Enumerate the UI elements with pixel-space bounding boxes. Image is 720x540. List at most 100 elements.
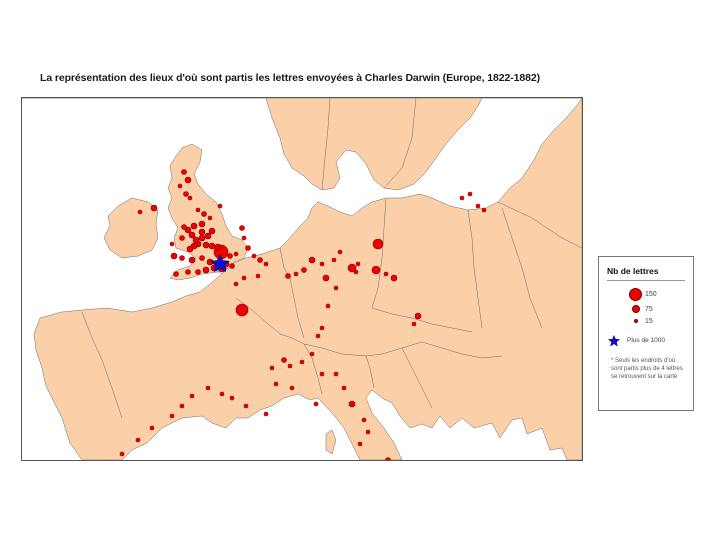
letter-origin-point	[341, 385, 347, 391]
letter-origin-point	[347, 263, 357, 273]
letter-origin-point	[353, 269, 359, 275]
letter-origin-point	[287, 363, 293, 369]
letter-origin-point	[179, 235, 185, 241]
europe-map	[22, 98, 582, 460]
letter-origin-point	[184, 226, 192, 234]
country-borders	[81, 98, 582, 419]
letter-origin-point	[281, 357, 287, 363]
land-corsica	[325, 429, 337, 455]
legend-size-medium: 75	[599, 303, 693, 317]
map-title: La représentation des lieux d'où sont pa…	[40, 72, 540, 84]
letter-origin-point	[208, 242, 216, 250]
land-ireland	[103, 197, 159, 259]
letter-origin-point	[189, 393, 195, 399]
legend: Nb de lettres 150 75 15 Plus de 1000 * S…	[598, 256, 694, 411]
letter-origin-point	[255, 273, 261, 279]
legend-star-row: Plus de 1000	[599, 335, 693, 349]
letter-origin-point	[337, 249, 343, 255]
letter-origin-point	[365, 429, 371, 435]
legend-medium-circle-icon	[632, 305, 640, 313]
land-continental-europe	[22, 98, 582, 460]
letter-origin-point	[241, 275, 247, 281]
legend-note: * Seuls les endroits d'où sont partis pl…	[611, 358, 683, 380]
letter-origin-point	[331, 257, 337, 263]
letter-origin-point	[357, 441, 363, 447]
letter-origin-point	[333, 285, 339, 291]
letter-origin-point	[177, 183, 183, 189]
letter-origin-point	[263, 411, 269, 417]
letter-origin-point	[214, 243, 222, 251]
letter-origin-point	[383, 271, 389, 277]
letter-origin-point	[309, 351, 315, 357]
letter-origin-point	[390, 274, 398, 282]
letter-origin-point	[204, 232, 212, 240]
letter-origin-point	[181, 169, 187, 175]
letter-origin-point	[192, 236, 200, 244]
letter-origin-point	[459, 195, 465, 201]
legend-large-value: 150	[645, 291, 657, 298]
letter-origin-point	[207, 215, 213, 221]
letter-origin-point	[202, 241, 210, 249]
letter-origin-point	[315, 333, 321, 339]
letter-origin-point	[319, 325, 325, 331]
letter-origin-point	[190, 222, 198, 230]
letter-origin-point	[239, 225, 245, 231]
letter-origin-point	[285, 273, 291, 279]
legend-large-circle-icon	[629, 288, 642, 301]
legend-star-icon	[608, 335, 620, 347]
letter-origin-point	[184, 176, 192, 184]
letter-origin-point	[169, 241, 175, 247]
letter-origin-point	[273, 381, 279, 387]
letter-origin-point	[481, 207, 487, 213]
letter-origin-point	[201, 211, 207, 217]
letter-origin-point	[289, 385, 295, 391]
letter-origin-point	[269, 365, 275, 371]
letter-origin-point	[119, 451, 125, 457]
letter-origin-point	[187, 195, 193, 201]
legend-size-small: 15	[599, 315, 693, 329]
letter-origin-point	[199, 255, 205, 261]
letter-origin-point	[179, 403, 185, 409]
letter-origin-point	[361, 417, 367, 423]
letter-origin-point	[173, 271, 179, 277]
letter-origin-point	[243, 403, 249, 409]
letter-origin-point	[169, 413, 175, 419]
letter-origin-point	[179, 255, 185, 261]
letter-origin-point	[233, 281, 239, 287]
letter-origin-point	[301, 267, 307, 273]
letter-origin-point	[385, 457, 391, 460]
letter-origin-point	[293, 271, 299, 277]
letter-origin-point	[325, 303, 331, 309]
letter-origin-point	[186, 245, 194, 253]
letter-origin-point	[198, 234, 206, 242]
letter-origin-point	[229, 395, 235, 401]
letter-origin-point	[205, 385, 211, 391]
letter-origin-point	[208, 227, 216, 235]
legend-title: Nb de lettres	[607, 266, 659, 276]
legend-small-circle-icon	[634, 319, 638, 323]
letter-origin-points	[119, 169, 487, 460]
letter-origin-point	[202, 266, 210, 274]
letter-origin-point	[319, 371, 325, 377]
letter-origin-point	[198, 220, 206, 228]
letter-origin-point	[227, 253, 233, 259]
letter-origin-point	[371, 265, 381, 275]
letter-origin-point	[185, 269, 191, 275]
letter-origin-point	[137, 209, 143, 215]
letter-origin-point	[241, 235, 247, 241]
letter-origin-point	[414, 312, 422, 320]
letter-origin-point	[355, 261, 361, 267]
letter-origin-point	[319, 261, 325, 267]
land-scandinavia	[265, 98, 483, 191]
letter-origin-point	[235, 303, 249, 317]
letter-origin-point	[150, 204, 158, 212]
letter-origin-point	[411, 321, 417, 327]
letter-origin-point	[257, 257, 263, 263]
letter-origin-point	[263, 261, 269, 267]
letter-origin-point	[322, 274, 330, 282]
legend-medium-value: 75	[645, 306, 653, 313]
legend-size-large: 150	[599, 288, 693, 302]
letter-origin-point	[217, 203, 223, 209]
letter-origin-point	[149, 425, 155, 431]
letter-origin-point	[229, 263, 235, 269]
